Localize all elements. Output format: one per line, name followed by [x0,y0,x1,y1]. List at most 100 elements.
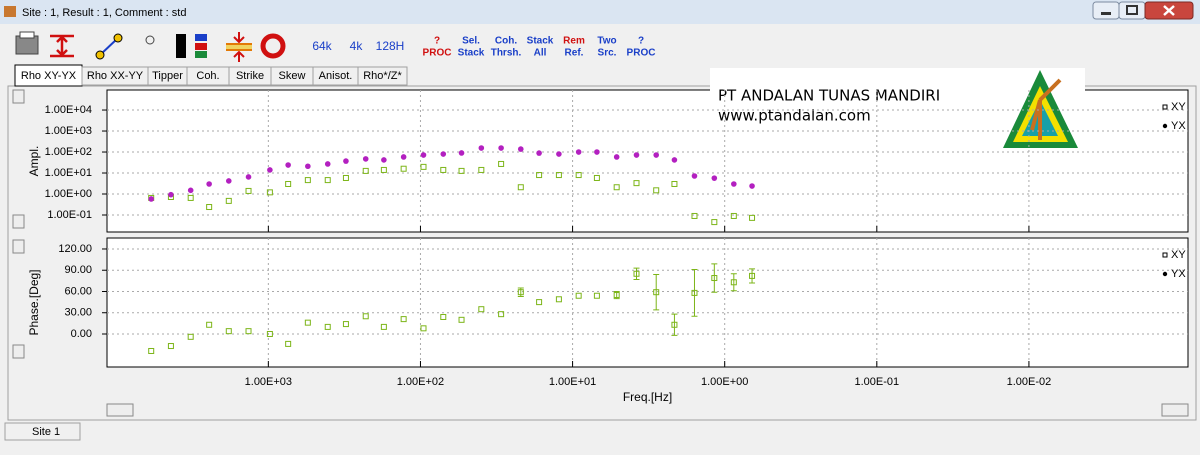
data-point [324,177,331,184]
x-axis-label: Freq.[Hz] [623,390,672,404]
toolbar-button[interactable]: 64k [312,39,332,53]
data-point [225,178,232,184]
layout-icon-blue [195,34,207,41]
legend-label: XY [1171,101,1186,113]
data-point [285,180,292,187]
toolbar-button[interactable]: Src. [598,48,617,59]
data-point [362,313,369,320]
side-scroll [12,89,1189,417]
data-point [245,187,252,194]
data-point [206,204,213,211]
data-point [206,181,212,187]
toolbar-button[interactable]: ? [638,36,644,47]
toolbar-button[interactable]: Stack [527,36,554,47]
data-point [440,151,447,157]
data-point [458,167,465,174]
data-point [380,323,387,330]
data-point [671,157,678,163]
toolbar-button[interactable]: PROC [423,48,452,59]
data-point [440,166,447,173]
logo-url: www.ptandalan.com [718,107,871,125]
toolbar-button[interactable]: 128H [376,39,405,53]
toolbar-button[interactable]: ? [434,36,440,47]
tab-label[interactable]: Rho XX-YY [87,70,144,82]
data-point [536,299,543,306]
scroll-down[interactable] [12,344,25,359]
tab-label[interactable]: Strike [236,70,264,82]
data-point [594,149,600,155]
toolbar-button[interactable]: Two [597,36,616,47]
minimize-button[interactable] [1092,1,1120,20]
data-point [517,289,524,296]
data-point [478,166,485,173]
tab-label[interactable]: Anisot. [319,70,353,82]
data-point [593,292,600,299]
data-point [266,330,273,337]
toolbar-button[interactable]: Rem [563,36,585,47]
y-tick-label: 1.00E+03 [45,125,92,137]
toolbar-button[interactable]: Stack [458,48,485,59]
data-point [343,158,349,164]
data-point [267,167,273,173]
data-point [478,145,485,151]
toolbar-button[interactable]: All [534,48,547,59]
data-point [266,189,273,196]
tab-label[interactable]: Coh. [196,70,219,82]
tab-label[interactable]: Skew [279,70,306,82]
toolbar-button[interactable]: 4k [350,39,364,53]
error-bar [749,268,756,284]
error-bar [711,263,718,293]
legend-marker [1162,104,1168,110]
maximize-button[interactable] [1118,1,1146,20]
scroll-up[interactable] [12,239,25,254]
data-point [167,343,174,350]
toolbar-button[interactable]: Sel. [462,36,480,47]
data-point [536,172,543,179]
app-icon [4,6,16,17]
layout-icon[interactable] [176,34,186,58]
tab[interactable] [357,66,408,86]
tab-label[interactable]: Rho XY-YX [21,70,77,82]
data-point [749,214,756,221]
tab-label[interactable]: Tipper [152,70,183,82]
data-point [420,163,427,170]
data-point [575,149,582,155]
data-point [749,272,756,279]
data-point [225,197,232,204]
data-point [613,154,620,160]
data-point [245,174,252,180]
node-icon[interactable] [145,35,155,45]
x-tick-label: 1.00E+01 [549,376,596,388]
data-point [575,292,582,299]
data-point [711,175,718,181]
data-point [691,212,698,219]
legend-label: YX [1171,268,1186,280]
data-point [691,173,698,179]
error-bar [671,313,678,336]
title-bar [0,0,1200,24]
data-point [458,316,465,323]
data-point [187,333,194,340]
toolbar-button[interactable]: Ref. [565,48,584,59]
tab-label[interactable]: Rho*/Z* [363,70,402,82]
scroll-up[interactable] [12,89,25,104]
stack-icon-bar [226,43,252,51]
data-point [458,150,465,156]
data-point [400,316,407,323]
toolbar-button[interactable]: Coh. [495,36,517,47]
data-point [400,165,407,172]
data-point [498,145,504,151]
y-tick-label: 1.00E-01 [47,209,92,221]
toolbar-button[interactable]: Thrsh. [491,48,522,59]
x-scroll-right[interactable] [1161,403,1189,417]
toolbar-button[interactable]: PROC [627,48,656,59]
data-point [324,161,331,167]
scroll-down[interactable] [12,214,25,229]
scale-icon[interactable] [50,34,74,58]
y-tick-label: 120.00 [58,243,92,255]
refresh-icon[interactable] [260,33,286,59]
print-icon[interactable] [15,35,39,55]
legend-label: XY [1171,249,1186,261]
x-scroll-left[interactable] [106,403,134,417]
